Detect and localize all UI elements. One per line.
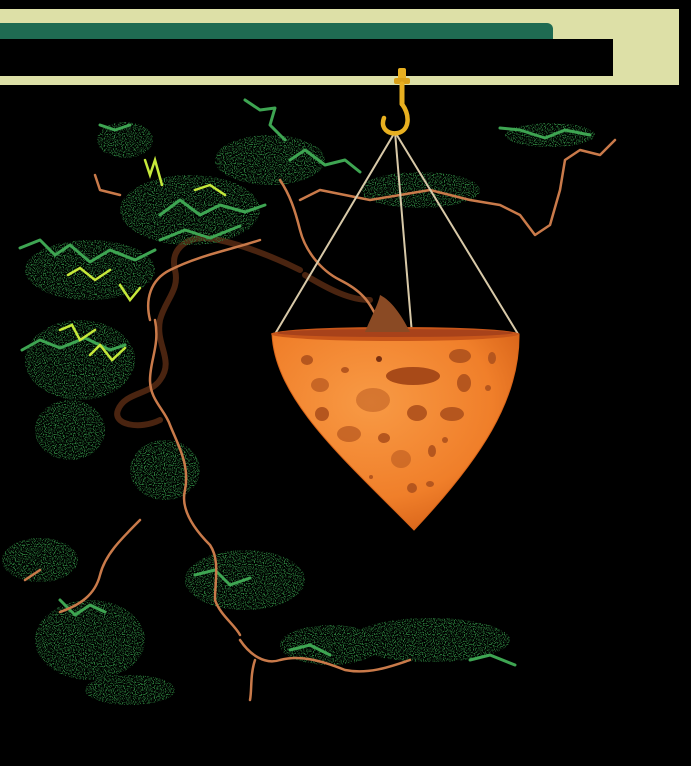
foliage-dark [2, 122, 595, 705]
trunk-base [365, 295, 410, 332]
pot-spots [301, 349, 496, 493]
hud-progress-bar [0, 23, 553, 40]
foliage-mid [18, 98, 592, 667]
pot-ropes [274, 131, 519, 335]
cascade-bonsai-tree [2, 98, 617, 705]
hanging-hook-icon [380, 68, 410, 136]
foliage-light [58, 155, 227, 362]
tree-branches [23, 138, 617, 702]
hud-panel [0, 39, 613, 76]
hanging-cone-pot [271, 295, 520, 531]
